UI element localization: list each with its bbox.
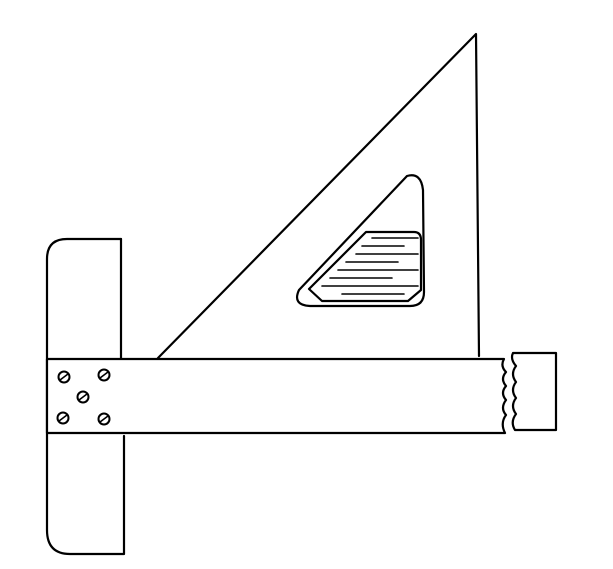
screw-icon xyxy=(57,370,71,384)
screw-icon xyxy=(56,411,70,425)
cutout-bevel xyxy=(307,230,423,303)
screw-icon xyxy=(76,390,90,404)
tsquare-blade xyxy=(45,357,508,435)
screw-icon xyxy=(97,412,111,426)
screw-icon xyxy=(97,368,111,382)
cutout-hatching xyxy=(321,237,419,295)
tsquare-blade-end xyxy=(510,351,558,432)
screws xyxy=(56,368,111,426)
set-square xyxy=(156,32,481,360)
